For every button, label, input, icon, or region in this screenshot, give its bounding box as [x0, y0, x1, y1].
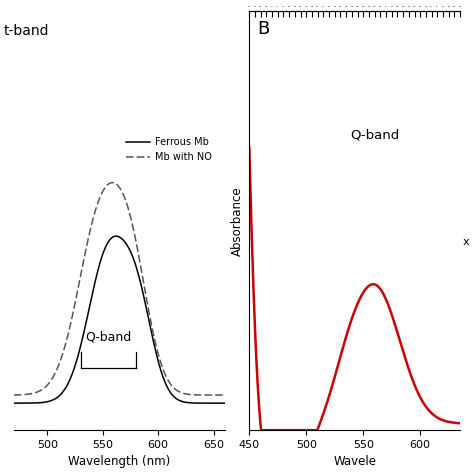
Text: t-band: t-band: [3, 24, 49, 38]
Text: Q-band: Q-band: [85, 331, 131, 344]
Text: Q-band: Q-band: [350, 128, 400, 142]
Y-axis label: Absorbance: Absorbance: [231, 186, 244, 255]
X-axis label: Wavele: Wavele: [333, 456, 376, 468]
Text: x: x: [462, 237, 469, 247]
Legend: Ferrous Mb, Mb with NO: Ferrous Mb, Mb with NO: [122, 134, 216, 166]
X-axis label: Wavelength (nm): Wavelength (nm): [68, 456, 171, 468]
Text: B: B: [258, 20, 270, 38]
